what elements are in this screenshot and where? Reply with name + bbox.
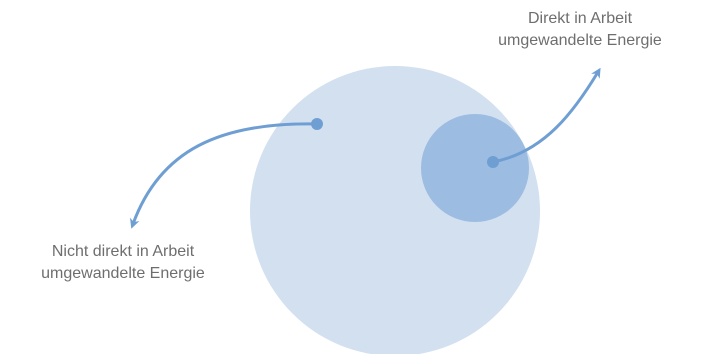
label-indirect-work-energy: Nicht direkt in Arbeit umgewandelte Ener… xyxy=(0,241,246,285)
label-direct-work-energy: Direkt in Arbeit umgewandelte Energie xyxy=(470,8,690,52)
arrow-indirect-start-dot xyxy=(311,118,323,130)
arrow-direct-start-dot xyxy=(487,156,499,168)
label-direct-line1: Direkt in Arbeit xyxy=(527,10,633,27)
label-direct-line2: umgewandelte Energie xyxy=(498,32,662,49)
inner-circle-direct-work-energy xyxy=(421,114,529,222)
label-indirect-line2: umgewandelte Energie xyxy=(41,265,205,282)
arrow-indirect-icon xyxy=(130,122,319,229)
label-indirect-line1: Nicht direkt in Arbeit xyxy=(51,243,195,260)
arrow-direct-icon xyxy=(491,67,601,164)
